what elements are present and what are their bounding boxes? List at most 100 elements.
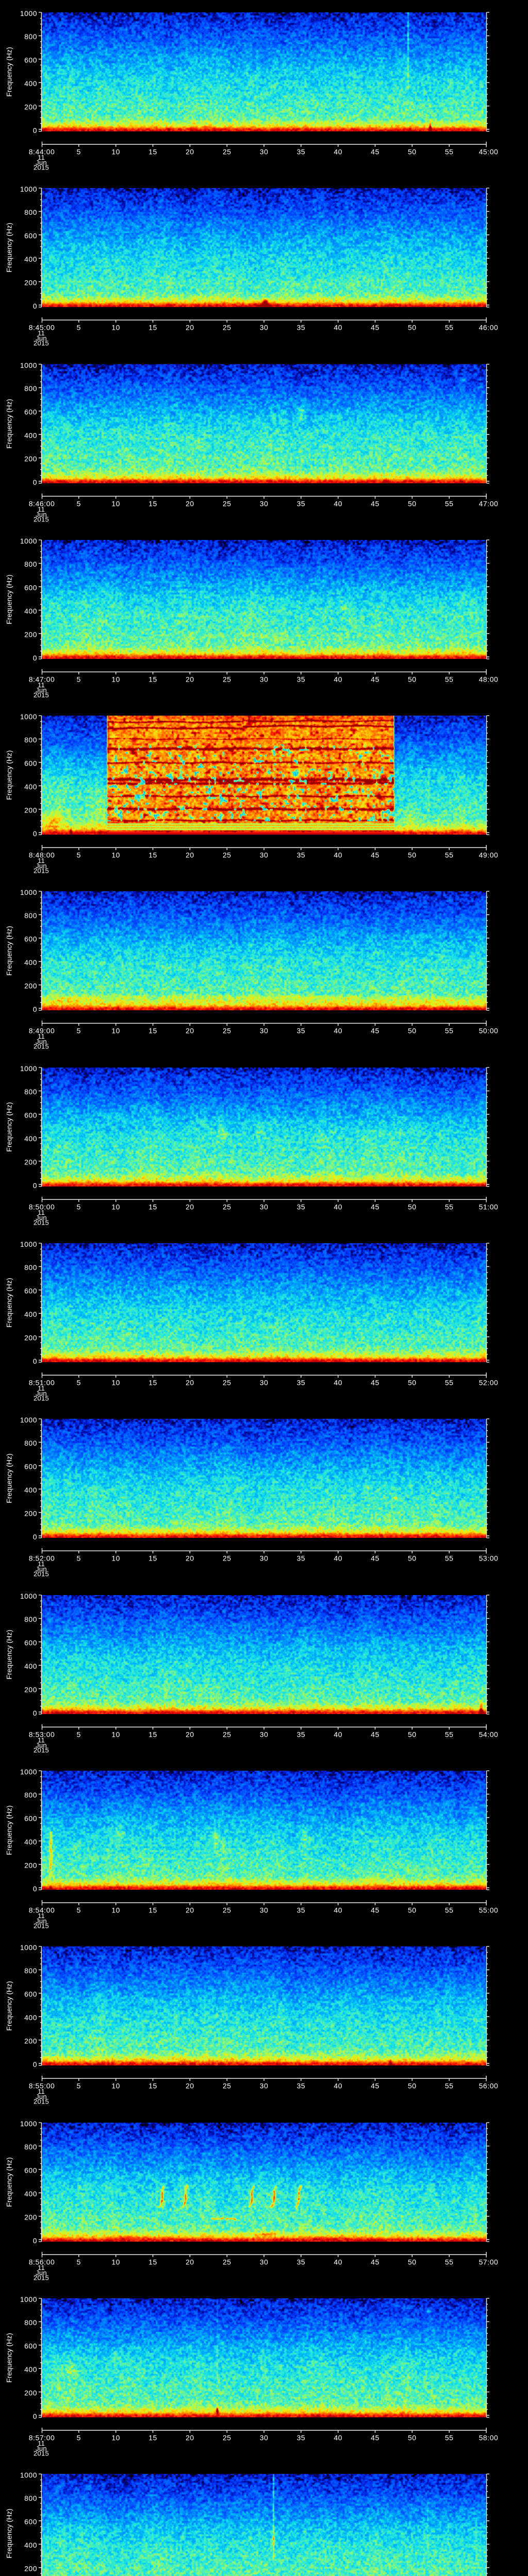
- svg-text:0: 0: [33, 478, 37, 486]
- svg-text:5: 5: [77, 1203, 81, 1211]
- svg-text:800: 800: [24, 1263, 37, 1272]
- svg-text:45:00: 45:00: [479, 148, 499, 156]
- svg-text:Jun: Jun: [36, 1389, 47, 1397]
- svg-text:50: 50: [408, 1731, 417, 1739]
- svg-text:11: 11: [38, 1209, 45, 1216]
- svg-text:15: 15: [148, 851, 157, 859]
- svg-text:40: 40: [334, 148, 342, 156]
- svg-text:35: 35: [296, 851, 305, 859]
- svg-text:200: 200: [24, 2213, 37, 2222]
- svg-text:20: 20: [186, 675, 194, 684]
- svg-text:Jun: Jun: [36, 686, 47, 694]
- svg-text:15: 15: [148, 500, 157, 508]
- svg-text:400: 400: [24, 783, 37, 791]
- svg-text:11: 11: [38, 1736, 45, 1744]
- svg-text:35: 35: [296, 500, 305, 508]
- svg-text:40: 40: [334, 1027, 342, 1035]
- svg-text:55: 55: [445, 1731, 454, 1739]
- svg-text:45: 45: [371, 1554, 380, 1563]
- svg-text:35: 35: [296, 1731, 305, 1739]
- svg-text:400: 400: [24, 255, 37, 263]
- svg-text:10: 10: [111, 2434, 120, 2442]
- svg-text:0: 0: [33, 1005, 37, 1013]
- svg-text:50: 50: [408, 1027, 417, 1035]
- svg-text:25: 25: [223, 2082, 232, 2090]
- svg-text:2015: 2015: [34, 2098, 49, 2106]
- svg-text:5: 5: [77, 1554, 81, 1563]
- svg-text:Frequency (Hz): Frequency (Hz): [5, 574, 13, 624]
- svg-text:400: 400: [24, 2190, 37, 2198]
- svg-text:20: 20: [186, 2434, 194, 2442]
- svg-text:25: 25: [223, 1379, 232, 1387]
- svg-text:1000: 1000: [20, 1064, 37, 1073]
- svg-text:50: 50: [408, 675, 417, 684]
- svg-text:25: 25: [223, 1554, 232, 1563]
- svg-text:45: 45: [371, 851, 380, 859]
- svg-text:1000: 1000: [20, 713, 37, 721]
- svg-text:Frequency (Hz): Frequency (Hz): [5, 399, 13, 448]
- svg-text:0: 0: [33, 1533, 37, 1541]
- svg-text:57:00: 57:00: [479, 2258, 499, 2266]
- svg-text:58:00: 58:00: [479, 2434, 499, 2442]
- svg-text:400: 400: [24, 1838, 37, 1846]
- svg-text:8:50:00: 8:50:00: [29, 1203, 55, 1211]
- svg-text:800: 800: [24, 1791, 37, 1799]
- svg-text:55: 55: [445, 500, 454, 508]
- svg-text:25: 25: [223, 1203, 232, 1211]
- svg-text:800: 800: [24, 384, 37, 393]
- svg-text:10: 10: [111, 2258, 120, 2266]
- svg-text:200: 200: [24, 2037, 37, 2045]
- svg-text:400: 400: [24, 1662, 37, 1670]
- svg-text:50: 50: [408, 1379, 417, 1387]
- svg-text:50: 50: [408, 2082, 417, 2090]
- svg-text:11: 11: [38, 1560, 45, 1568]
- svg-text:40: 40: [334, 2258, 342, 2266]
- svg-text:Jun: Jun: [36, 1038, 47, 1045]
- svg-text:2015: 2015: [34, 1219, 49, 1227]
- svg-text:55: 55: [445, 851, 454, 859]
- svg-text:10: 10: [111, 2082, 120, 2090]
- svg-text:400: 400: [24, 2365, 37, 2374]
- svg-text:11: 11: [38, 1032, 45, 1040]
- svg-text:47:00: 47:00: [479, 500, 499, 508]
- svg-text:8:45:00: 8:45:00: [29, 324, 55, 332]
- svg-text:45: 45: [371, 324, 380, 332]
- svg-text:400: 400: [24, 2541, 37, 2549]
- svg-text:5: 5: [77, 324, 81, 332]
- svg-text:5: 5: [77, 1906, 81, 1914]
- svg-text:Jun: Jun: [36, 2093, 47, 2100]
- svg-text:1000: 1000: [20, 1592, 37, 1600]
- svg-text:45: 45: [371, 1027, 380, 1035]
- svg-text:800: 800: [24, 32, 37, 41]
- svg-text:8:56:00: 8:56:00: [29, 2258, 55, 2266]
- svg-text:45: 45: [371, 2258, 380, 2266]
- svg-text:8:49:00: 8:49:00: [29, 1027, 55, 1035]
- svg-text:20: 20: [186, 2082, 194, 2090]
- svg-text:15: 15: [148, 1027, 157, 1035]
- svg-text:30: 30: [260, 2258, 269, 2266]
- svg-text:11: 11: [38, 505, 45, 513]
- svg-text:15: 15: [148, 1906, 157, 1914]
- svg-text:5: 5: [77, 851, 81, 859]
- svg-text:5: 5: [77, 675, 81, 684]
- svg-text:600: 600: [24, 232, 37, 240]
- svg-text:30: 30: [260, 148, 269, 156]
- svg-text:600: 600: [24, 56, 37, 64]
- svg-text:30: 30: [260, 1554, 269, 1563]
- svg-text:200: 200: [24, 982, 37, 990]
- svg-text:20: 20: [186, 1027, 194, 1035]
- svg-text:400: 400: [24, 2013, 37, 2022]
- svg-text:400: 400: [24, 1134, 37, 1143]
- svg-text:200: 200: [24, 631, 37, 639]
- svg-text:8:51:00: 8:51:00: [29, 1379, 55, 1387]
- svg-text:600: 600: [24, 1990, 37, 1998]
- svg-text:20: 20: [186, 851, 194, 859]
- svg-text:5: 5: [77, 1731, 81, 1739]
- svg-text:40: 40: [334, 2082, 342, 2090]
- svg-text:15: 15: [148, 324, 157, 332]
- svg-text:Frequency (Hz): Frequency (Hz): [5, 750, 13, 800]
- svg-text:1000: 1000: [20, 1416, 37, 1424]
- svg-text:15: 15: [148, 1203, 157, 1211]
- svg-text:Jun: Jun: [36, 2269, 47, 2277]
- svg-text:2015: 2015: [34, 340, 49, 347]
